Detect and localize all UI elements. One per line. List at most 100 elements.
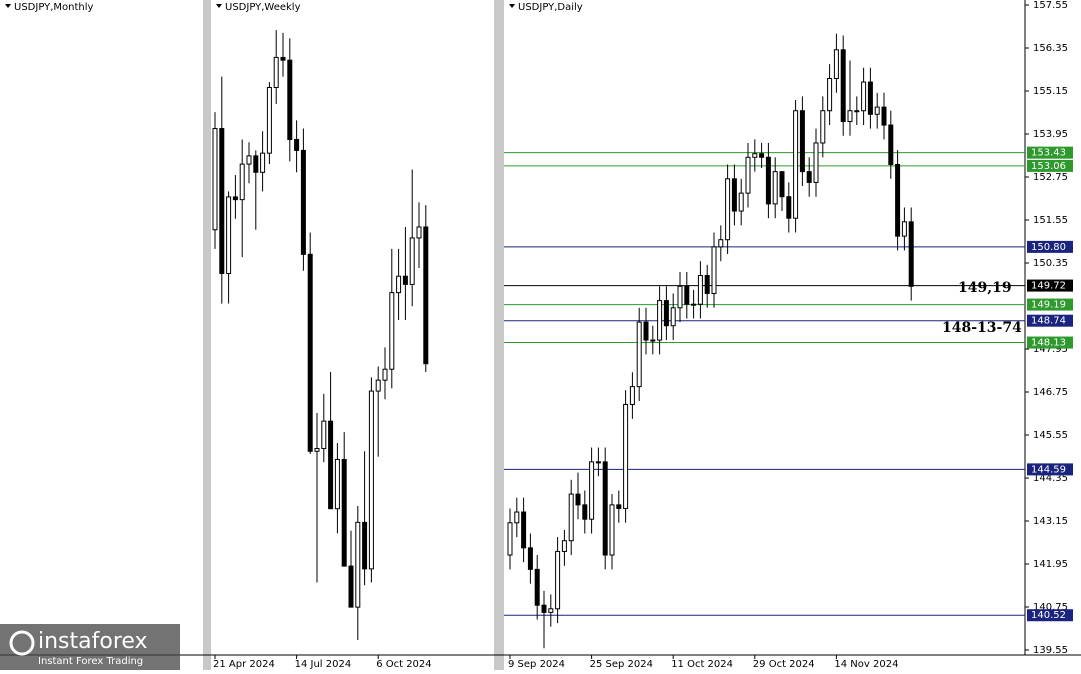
chart-title: USDJPY,Daily	[518, 2, 583, 13]
watermark-box	[0, 624, 180, 670]
candle-body	[847, 110, 853, 122]
y-tick-label: 143.15	[1033, 516, 1068, 527]
annotation: 149,19	[958, 280, 1012, 296]
candle-body	[643, 321, 649, 341]
candle-body	[219, 128, 225, 274]
candle-body	[663, 300, 669, 327]
x-tick-label: 14 Nov 2024	[834, 659, 898, 670]
candle-body	[568, 493, 574, 542]
y-tick-label: 150.35	[1033, 258, 1068, 269]
candle-body	[402, 275, 408, 285]
watermark-brand: instaforex	[38, 629, 148, 654]
y-tick-label: 146.75	[1033, 387, 1068, 398]
candle-body	[813, 142, 819, 183]
candle-body	[382, 368, 388, 381]
y-tick-label: 155.15	[1033, 86, 1068, 97]
panel-divider	[494, 0, 504, 670]
y-tick-label: 157.55	[1033, 0, 1068, 11]
y-tick-label: 147.95	[1033, 344, 1068, 355]
x-tick-label: 21 Apr 2024	[213, 659, 275, 670]
y-tick-label: 153.95	[1033, 129, 1068, 140]
candle-body	[772, 171, 778, 205]
level-label: 149.72	[1031, 281, 1066, 292]
candle-body	[416, 226, 422, 239]
candle-body	[334, 458, 340, 510]
candle-body	[874, 106, 880, 115]
y-tick-label: 151.55	[1033, 215, 1068, 226]
candle-body	[423, 226, 429, 365]
candle-body	[697, 275, 703, 305]
candle-body	[908, 221, 914, 287]
candle-body	[534, 568, 540, 606]
level-label-box	[1027, 609, 1073, 622]
candle-body	[636, 321, 642, 388]
candle-body	[232, 196, 238, 201]
level-label-box	[1027, 279, 1073, 292]
candle-body	[677, 285, 683, 309]
level-label: 153.06	[1031, 161, 1066, 172]
candle-body	[507, 522, 513, 556]
candle-body	[657, 300, 663, 341]
candle-body	[341, 458, 347, 567]
candle-body	[718, 239, 724, 248]
candle-body	[711, 246, 717, 294]
y-tick-label: 141.95	[1033, 559, 1068, 570]
candle-body	[691, 303, 697, 306]
candle-body	[731, 178, 737, 212]
candle-body	[239, 163, 245, 201]
chart-title: USDJPY,Monthly	[14, 2, 94, 13]
candle-body	[527, 547, 533, 570]
candle-body	[840, 49, 846, 122]
level-label: 149.19	[1031, 300, 1066, 311]
level-label-box	[1027, 314, 1073, 327]
title-arrow	[5, 4, 11, 8]
title-arrow	[216, 4, 222, 8]
candle-body	[684, 285, 690, 305]
x-tick-label: 11 Oct 2024	[671, 659, 733, 670]
x-tick-label: 9 Sep 2024	[508, 659, 565, 670]
candle-body	[609, 504, 615, 556]
candle-body	[521, 511, 527, 549]
candle-body	[561, 540, 567, 552]
chart-title: USDJPY,Weekly	[225, 2, 301, 13]
candle-body	[602, 461, 608, 556]
level-label: 148.74	[1031, 316, 1066, 327]
x-tick-label: 25 Sep 2024	[590, 659, 653, 670]
candle-body	[555, 550, 561, 610]
candle-body	[861, 81, 867, 112]
candle-body	[212, 128, 218, 231]
candle-body	[362, 521, 368, 570]
level-label-box	[1027, 463, 1073, 476]
candle-body	[765, 156, 771, 205]
candle-body	[895, 163, 901, 237]
candle-body	[575, 493, 581, 506]
candle-body	[738, 192, 744, 212]
candle-body	[827, 77, 833, 112]
candle-body	[725, 178, 731, 241]
level-label: 148.13	[1031, 338, 1066, 349]
candle-body	[629, 386, 635, 406]
candle-body	[833, 49, 839, 79]
watermark-logo	[9, 630, 35, 656]
candle-body	[246, 155, 252, 165]
candle-body	[881, 106, 887, 126]
candle-body	[266, 87, 272, 154]
candle-body	[616, 504, 622, 509]
x-tick-label: 14 Jul 2024	[295, 659, 352, 670]
candle-body	[321, 420, 327, 450]
watermark: instaforex Instant Forex Trading	[0, 624, 180, 670]
panel-divider	[203, 0, 211, 670]
candle-body	[582, 504, 588, 520]
candle-body	[589, 461, 595, 520]
y-tick-label: 145.55	[1033, 430, 1068, 441]
candle-body	[793, 110, 799, 219]
candle-body	[375, 379, 381, 392]
candle-body	[514, 511, 520, 524]
candle-body	[623, 404, 629, 509]
candle-body	[287, 59, 293, 140]
level-label-box	[1027, 336, 1073, 349]
level-label: 153.43	[1031, 148, 1066, 159]
y-tick-label: 152.75	[1033, 172, 1068, 183]
